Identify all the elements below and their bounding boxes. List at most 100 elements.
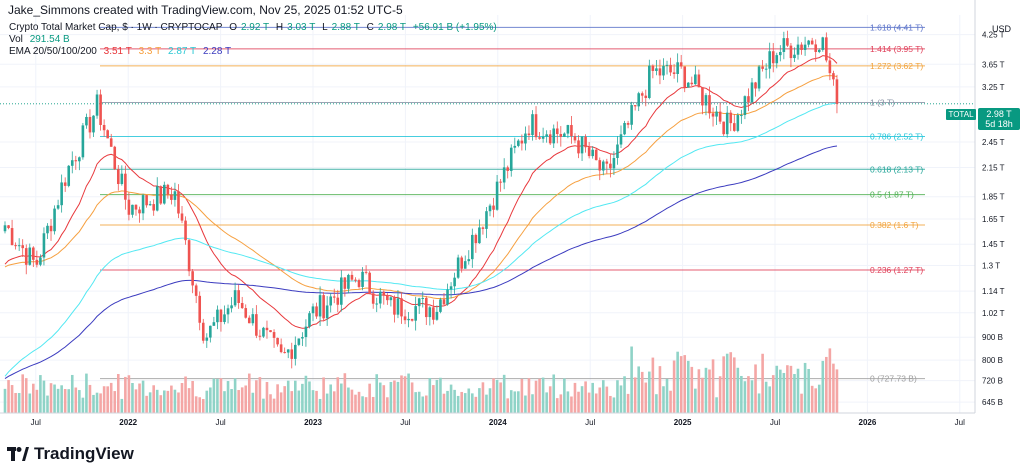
volume-bar <box>308 381 311 413</box>
candle-body <box>184 220 187 241</box>
volume-bar <box>764 381 768 413</box>
fib-label-0.236: 0.236 (1.27 T) <box>870 265 923 275</box>
candle-body <box>290 349 294 359</box>
volume-bar <box>173 389 177 413</box>
volume-bar <box>821 360 825 413</box>
candle-body <box>74 160 78 162</box>
candle-body <box>598 160 602 171</box>
tradingview-logo[interactable]: TradingView <box>7 444 134 464</box>
candle-body <box>821 37 825 50</box>
volume-bar <box>276 384 279 413</box>
candle-body <box>396 298 400 315</box>
volume-bar <box>194 396 198 413</box>
volume-bar <box>676 351 679 413</box>
volume-bar <box>124 376 127 413</box>
volume-bar <box>534 380 538 413</box>
candle-body <box>191 271 194 286</box>
volume-bar <box>400 375 403 413</box>
volume-bar <box>163 390 166 413</box>
candle-body <box>49 225 53 232</box>
candle-body <box>371 293 375 304</box>
fib-label-0.5: 0.5 (1.87 T) <box>870 190 914 200</box>
candle-body <box>577 140 580 154</box>
legend-high: H 3.03 T <box>275 22 316 33</box>
candle-body <box>322 295 325 319</box>
candle-body <box>683 66 687 88</box>
candle-body <box>244 308 248 318</box>
candle-body <box>56 205 60 209</box>
candle-body <box>825 37 828 61</box>
candle-body <box>789 45 793 59</box>
volume-bar <box>527 378 531 413</box>
candle-body <box>495 181 499 210</box>
candle-body <box>155 186 159 211</box>
candle-body <box>538 137 541 139</box>
last-price-value: 2.98 T <box>986 109 1012 119</box>
volume-bar <box>775 365 779 413</box>
volume-bar <box>481 382 485 413</box>
price-tick-label: 1.85 T <box>982 193 1005 202</box>
volume-bar <box>725 353 729 413</box>
volume-bar <box>350 389 354 413</box>
volume-bar <box>191 380 194 413</box>
candle-body <box>492 205 495 210</box>
candle-body <box>803 44 807 50</box>
candle-body <box>449 286 453 290</box>
candle-body <box>230 305 233 309</box>
candle-body <box>177 191 180 214</box>
volume-bar <box>389 381 393 413</box>
fib-label-1.272: 1.272 (3.62 T) <box>870 61 923 71</box>
volume-bar <box>605 386 609 413</box>
volume-bar <box>368 383 371 413</box>
volume-bar <box>548 386 552 413</box>
volume-bar <box>184 376 187 413</box>
volume-bar <box>651 357 655 413</box>
candle-body <box>233 290 237 306</box>
time-tick-label: Jul <box>400 418 410 427</box>
volume-bar <box>60 385 63 413</box>
legend-symbol: Crypto Total Market Cap, $ · 1W · CRYPTO… <box>9 22 223 33</box>
volume-bar <box>584 381 587 413</box>
ema50-line <box>4 75 838 300</box>
candle-body <box>616 144 619 159</box>
candle-body <box>81 125 85 158</box>
bar-countdown: 5d 18h <box>985 119 1013 129</box>
candle-body <box>662 65 665 76</box>
volume-bar <box>170 385 173 413</box>
volume-bar <box>216 379 219 413</box>
candle-body <box>779 51 782 56</box>
price-tick-label: 2.15 T <box>982 163 1005 172</box>
candle-body <box>570 125 573 137</box>
price-tick-label: 1.65 T <box>982 215 1005 224</box>
volume-bar <box>566 391 570 413</box>
candle-body <box>325 305 329 319</box>
price-tick-label: 900 B <box>982 333 1003 342</box>
volume-bar <box>364 397 368 413</box>
volume-bar <box>524 395 527 413</box>
candle-body <box>432 307 435 320</box>
volume-bar <box>3 388 7 413</box>
candle-body <box>488 205 492 212</box>
candle-body <box>648 65 651 98</box>
volume-bar <box>708 369 711 413</box>
legend-ema20: 3.51 T <box>103 46 132 57</box>
volume-bar <box>587 392 591 413</box>
volume-bar <box>67 389 71 413</box>
candle-body <box>201 322 205 341</box>
candle-body <box>531 114 534 136</box>
candle-body <box>124 173 127 200</box>
volume-bar <box>49 383 53 413</box>
legend-vol-label: Vol <box>9 34 23 45</box>
volume-bar <box>28 393 32 413</box>
candle-body <box>732 123 736 131</box>
candle-body <box>775 55 779 64</box>
volume-bar <box>743 381 747 413</box>
candle-body <box>262 327 265 337</box>
volume-bar <box>10 385 14 413</box>
candle-body <box>509 147 513 171</box>
candle-body <box>658 68 662 76</box>
volume-bar <box>159 395 163 413</box>
candle-body <box>637 93 641 107</box>
candle-body <box>725 112 729 135</box>
